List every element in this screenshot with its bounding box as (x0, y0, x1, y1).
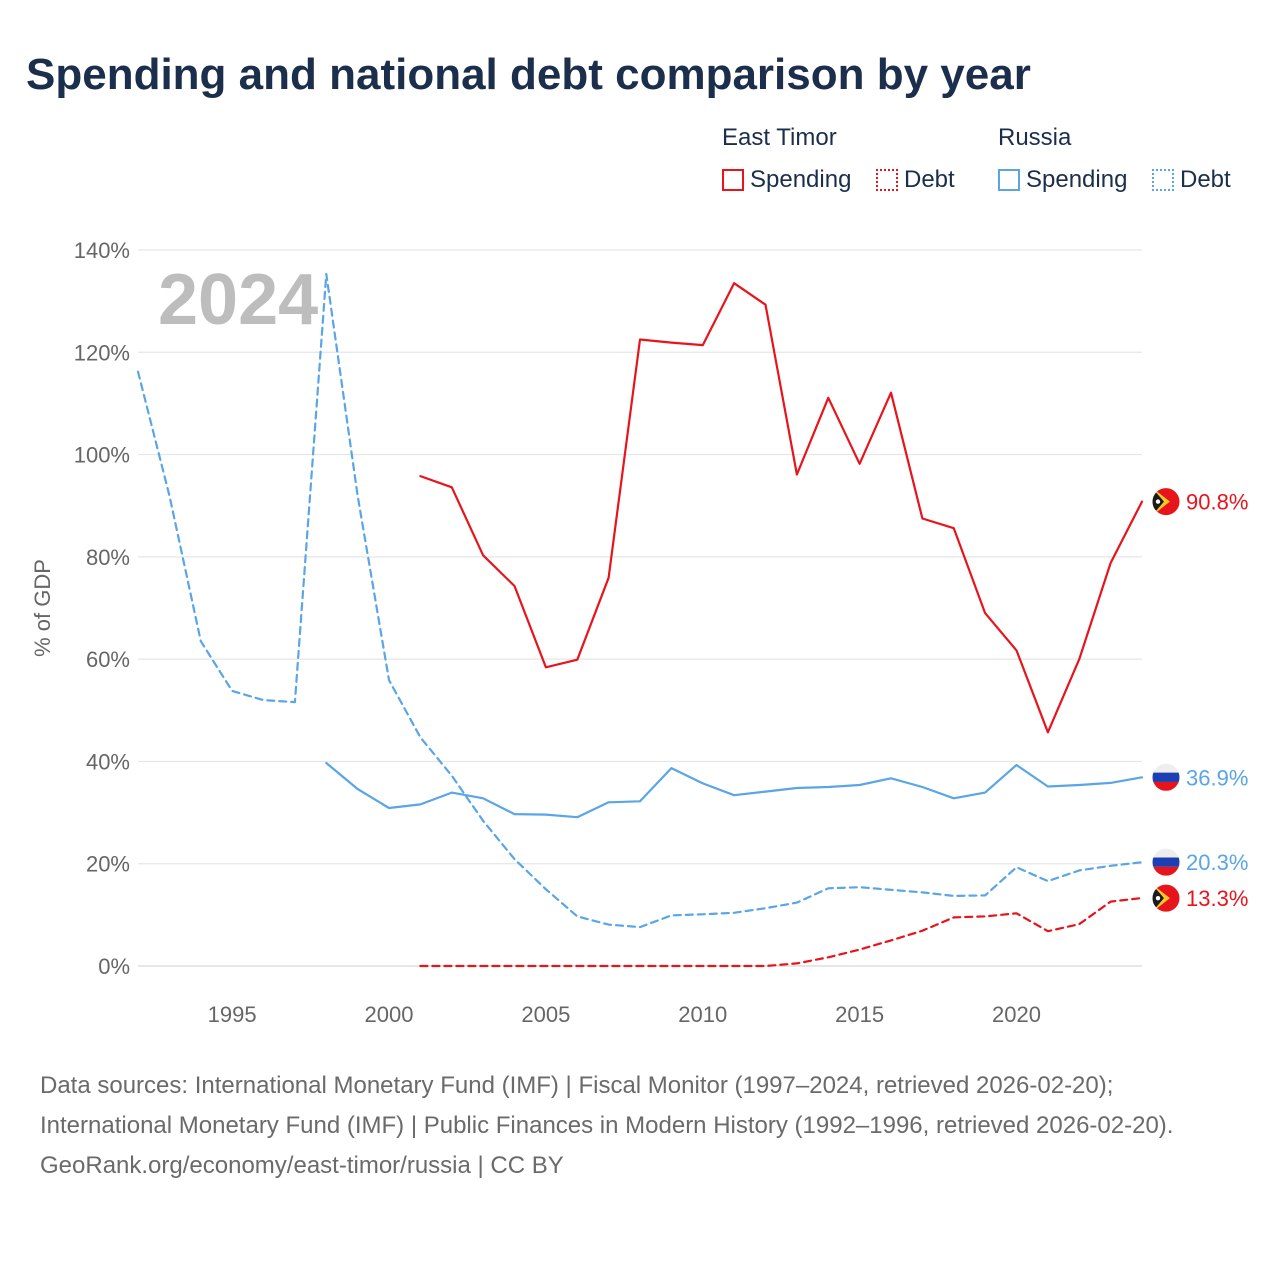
solid-line-swatch-icon (998, 169, 1020, 191)
legend-item-russia-debt[interactable]: Debt (1152, 166, 1231, 194)
y-tick-label: 0% (98, 954, 130, 979)
y-tick-label: 100% (74, 443, 130, 468)
y-tick-label: 20% (86, 852, 130, 877)
series-line-russia-spending[interactable] (325, 761, 1144, 819)
legend-item-east-timor-spending[interactable]: Spending (722, 166, 851, 194)
series-layer (136, 272, 1144, 968)
axis-layer: 0% 20% 40% 60% 80% 100% 120% 140% 1995 2000 2005 20… (74, 238, 1041, 1027)
legend-item-label: Debt (1180, 166, 1231, 193)
east-timor-flag-icon (1151, 487, 1181, 517)
y-tick-label: 120% (74, 340, 130, 365)
credit-link[interactable]: GeoRank.org/economy/east-timor/russia | … (40, 1152, 564, 1179)
end-value-label: 13.3% (1186, 886, 1248, 911)
x-tick-label: 2015 (835, 1002, 884, 1027)
x-tick-label: 2005 (521, 1002, 570, 1027)
x-tick-label: 2010 (678, 1002, 727, 1027)
solid-line-swatch-icon (722, 169, 744, 191)
legend-item-russia-spending[interactable]: Spending (998, 166, 1127, 194)
legend-item-label: Spending (1026, 166, 1128, 193)
dotted-line-swatch-icon (1152, 169, 1174, 191)
legend-group-east-timor: East Timor (722, 124, 837, 151)
x-tick-label: 2000 (365, 1002, 414, 1027)
end-value-label: 90.8% (1186, 490, 1248, 515)
series-line-east-timor-debt[interactable] (419, 896, 1144, 968)
series-line-russia-debt[interactable] (136, 272, 1144, 929)
end-value-label: 36.9% (1186, 765, 1248, 790)
y-tick-label: 40% (86, 749, 130, 774)
year-watermark: 2024 (158, 260, 318, 340)
line-chart: 0% 20% 40% 60% 80% 100% 120% 140% 1995 2000 2005 20… (30, 238, 1248, 1027)
east-timor-flag-icon (1151, 883, 1181, 913)
y-tick-label: 80% (86, 545, 130, 570)
chart-title: Spending and national debt comparison by… (26, 50, 1031, 99)
y-tick-label: 60% (86, 647, 130, 672)
russia-flag-icon (1151, 847, 1181, 877)
grid-layer (138, 249, 1142, 967)
legend-item-label: Spending (750, 166, 852, 193)
legend-group-russia: Russia (998, 124, 1072, 151)
legend-item-east-timor-debt[interactable]: Debt (876, 166, 955, 194)
series-line-east-timor-spending[interactable] (419, 282, 1144, 734)
data-sources-note: Data sources: International Monetary Fun… (40, 1072, 1174, 1139)
marker-layer: 90.8% 36.9% 20.3% 13.3% (1151, 487, 1248, 913)
x-tick-label: 1995 (208, 1002, 257, 1027)
y-tick-label: 140% (74, 238, 130, 263)
y-axis-label: % of GDP (30, 559, 55, 657)
dotted-line-swatch-icon (876, 169, 898, 191)
russia-flag-icon (1151, 762, 1181, 792)
end-value-label: 20.3% (1186, 850, 1248, 875)
legend-item-label: Debt (904, 166, 955, 193)
footer: Data sources: International Monetary Fun… (40, 1066, 1240, 1186)
x-tick-label: 2020 (992, 1002, 1041, 1027)
legend: East Timor Spending Debt Russia Spending… (0, 0, 1280, 210)
